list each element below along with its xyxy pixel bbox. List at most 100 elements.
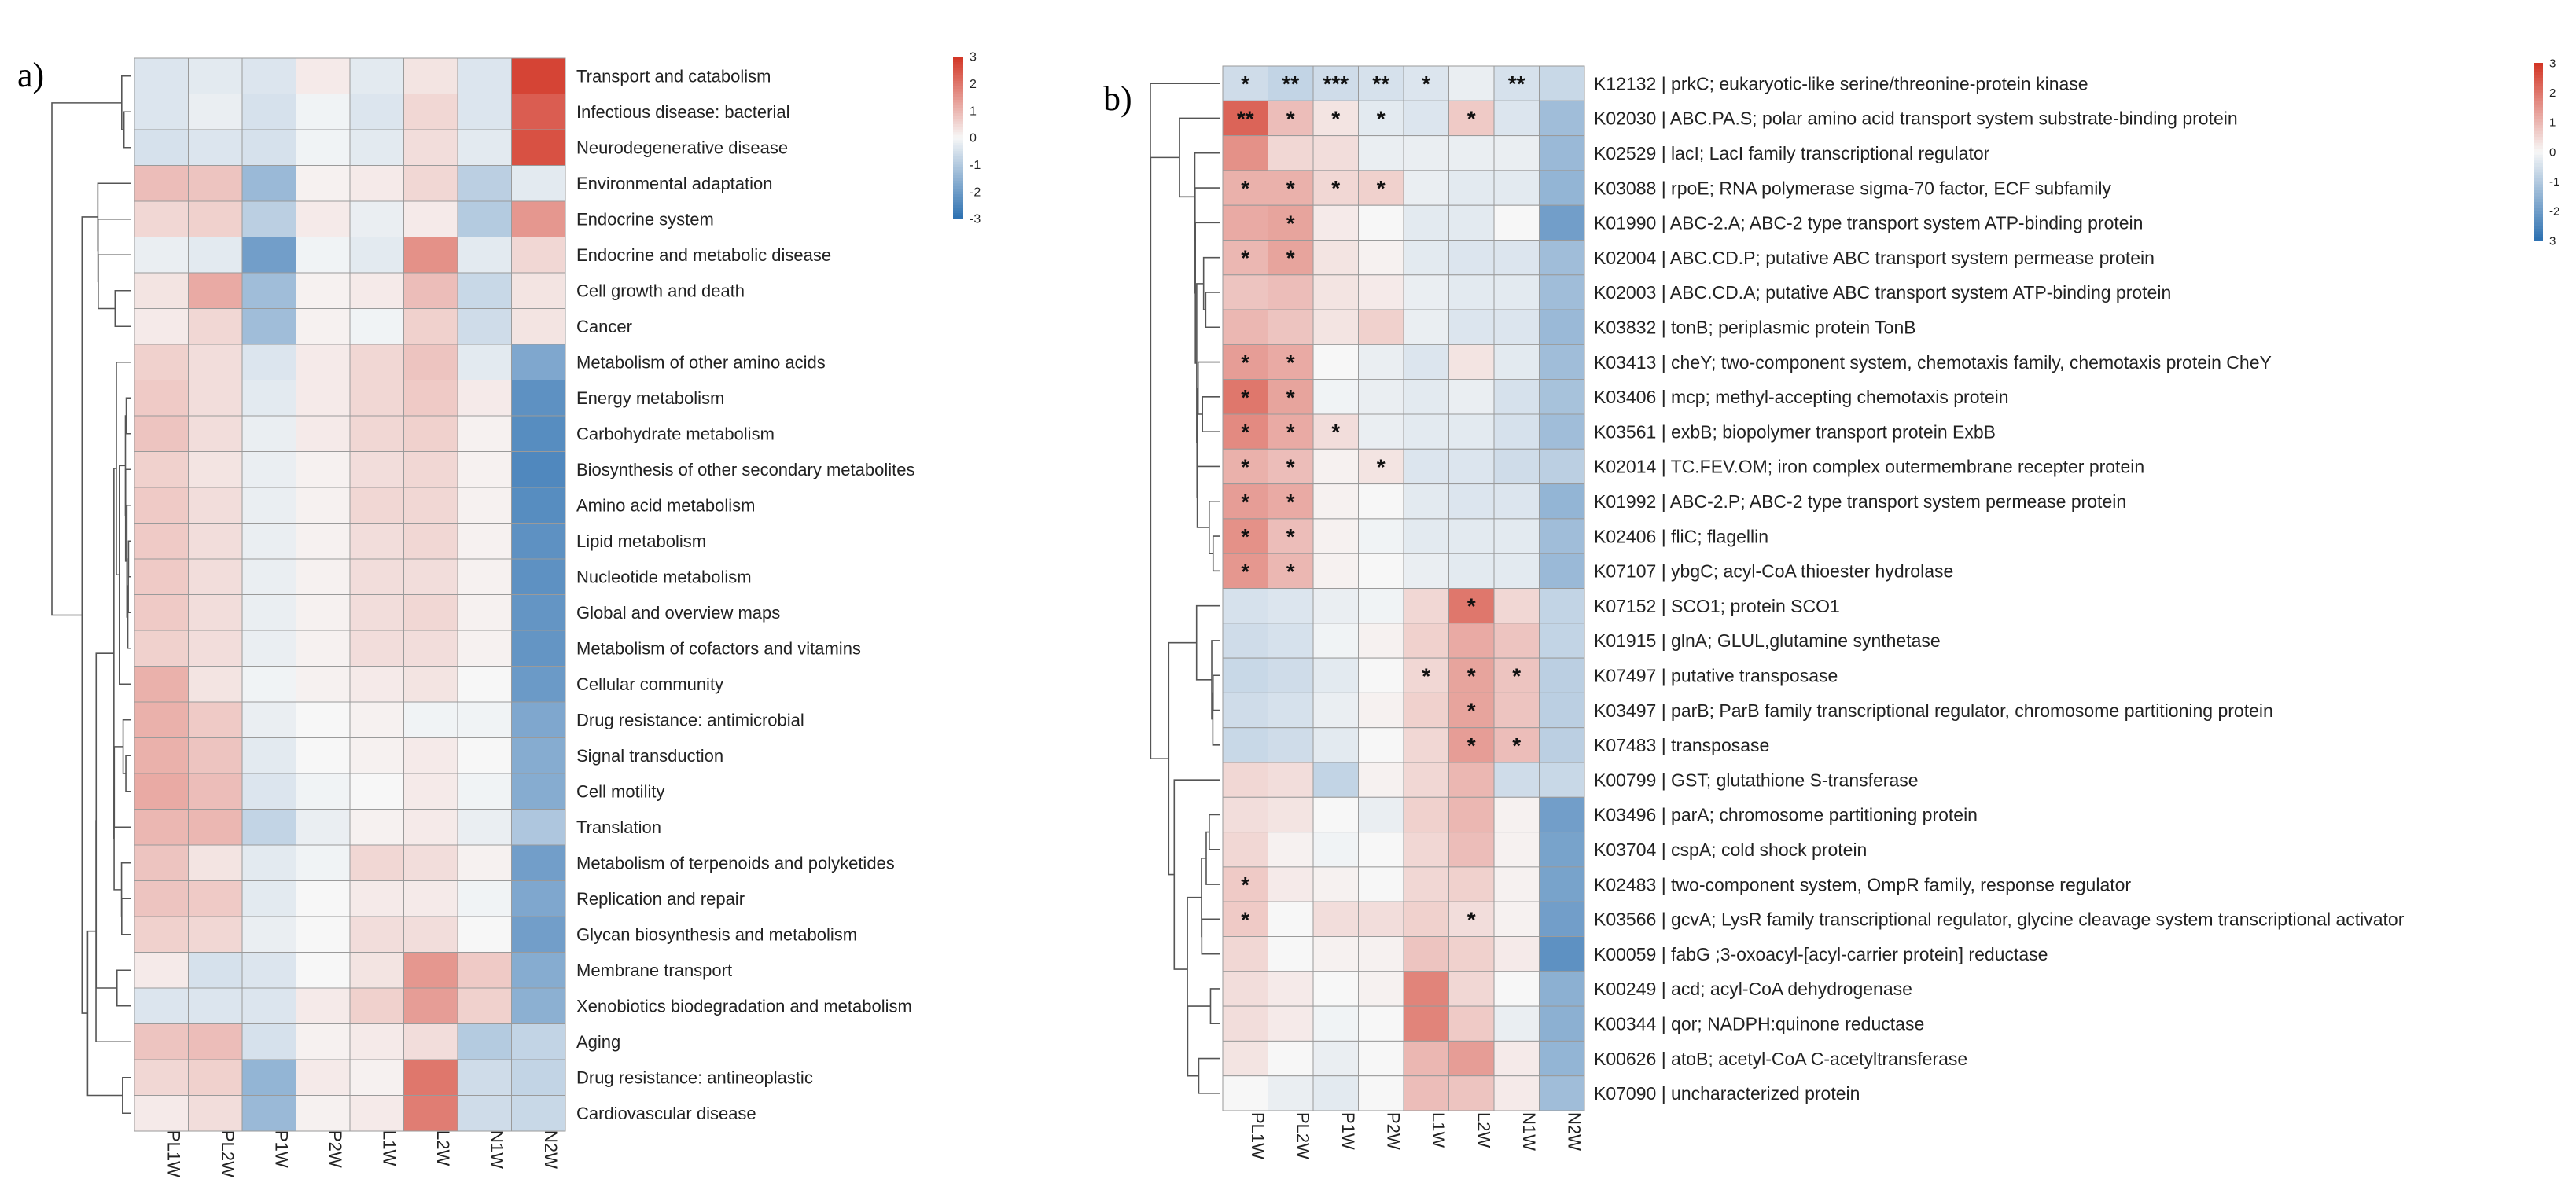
heatmap-cell xyxy=(403,451,458,488)
row-label: Replication and repair xyxy=(576,889,745,909)
heatmap-cell xyxy=(241,344,296,380)
heatmap-cell xyxy=(403,594,458,631)
heatmap-cell xyxy=(1358,762,1404,798)
heatmap-cell xyxy=(511,1095,566,1132)
row-label: K02014 | TC.FEV.OM; iron complex outerme… xyxy=(1594,457,2144,477)
heatmap-cell xyxy=(403,487,458,524)
colorbar-segment xyxy=(2534,92,2543,97)
colorbar-segment xyxy=(2534,113,2543,117)
significance-mark: * xyxy=(1377,454,1386,479)
heatmap-cell xyxy=(457,809,512,846)
heatmap-cell xyxy=(1358,483,1404,520)
colorbar-segment xyxy=(953,72,963,76)
heatmap-cell xyxy=(1358,170,1404,206)
heatmap-cell xyxy=(511,1023,566,1060)
heatmap-cell xyxy=(403,952,458,989)
heatmap-cell xyxy=(1448,971,1495,1007)
row-label: K03406 | mcp; methyl-accepting chemotaxi… xyxy=(1594,387,2009,407)
heatmap-cell xyxy=(457,57,512,94)
heatmap-cell xyxy=(511,701,566,738)
heatmap-cell xyxy=(403,737,458,774)
heatmap-cell xyxy=(349,165,404,202)
heatmap-cell xyxy=(403,380,458,417)
colorbar-segment xyxy=(2534,104,2543,108)
dendrogram-branch xyxy=(123,111,131,149)
row-label: K07497 | putative transposase xyxy=(1594,666,1838,686)
heatmap-cell xyxy=(296,129,351,166)
heatmap-cell xyxy=(1358,1005,1404,1042)
heatmap-cell xyxy=(1539,135,1585,171)
heatmap-cell xyxy=(1268,657,1314,693)
row-label: Membrane transport xyxy=(576,961,732,980)
heatmap-cell xyxy=(241,773,296,810)
heatmap-cell xyxy=(511,630,566,667)
heatmap-cell xyxy=(349,1095,404,1132)
heatmap-cell xyxy=(1312,1040,1359,1077)
heatmap-cell xyxy=(1493,309,1540,345)
heatmap-cell xyxy=(1268,762,1314,798)
dendrogram-branch xyxy=(97,182,131,252)
row-label: Metabolism of cofactors and vitamins xyxy=(576,639,861,659)
heatmap-cell xyxy=(1358,240,1404,276)
colorbar-segment xyxy=(2534,214,2543,218)
significance-mark: * xyxy=(1467,733,1476,758)
dendrogram-branch xyxy=(124,415,127,516)
colorbar-tick-label: 2 xyxy=(970,78,977,91)
colorbar-segment xyxy=(2534,149,2543,152)
dendrogram-branch xyxy=(1202,396,1220,432)
heatmap-cell xyxy=(134,594,189,631)
heatmap-cell xyxy=(403,1023,458,1060)
heatmap-cell xyxy=(134,57,189,94)
heatmap-cell xyxy=(241,200,296,237)
heatmap-cell xyxy=(511,380,566,417)
panel-label: a) xyxy=(17,56,44,94)
significance-mark: * xyxy=(1467,106,1476,130)
heatmap-cell xyxy=(403,129,458,166)
row-label: K03413 | cheY; two-component system, che… xyxy=(1594,352,2272,373)
heatmap-cell xyxy=(1448,274,1495,310)
row-label: K01990 | ABC-2.A; ABC-2 type transport s… xyxy=(1594,213,2143,233)
colorbar-segment xyxy=(953,57,963,61)
colorbar-segment xyxy=(2534,199,2543,203)
heatmap-cell xyxy=(188,451,243,488)
heatmap-cell xyxy=(1539,866,1585,902)
heatmap-cell xyxy=(403,809,458,846)
heatmap-cell xyxy=(403,237,458,274)
heatmap-cell xyxy=(1312,274,1359,310)
heatmap-cell xyxy=(457,737,512,774)
heatmap-cell xyxy=(1539,971,1585,1007)
heatmap-cell xyxy=(296,630,351,667)
colorbar-tick-label: 0 xyxy=(2549,145,2556,159)
significance-mark: * xyxy=(1286,454,1295,479)
heatmap-cell xyxy=(349,344,404,380)
heatmap-cell xyxy=(403,558,458,595)
significance-mark: * xyxy=(1467,699,1476,723)
colorbar-segment xyxy=(2534,163,2543,167)
row-label: K03561 | exbB; biopolymer transport prot… xyxy=(1594,421,1996,442)
colorbar-segment xyxy=(953,180,963,184)
colorbar-segment xyxy=(953,97,963,101)
heatmap-cell xyxy=(1312,936,1359,972)
heatmap-cell xyxy=(241,94,296,130)
heatmap-cell xyxy=(349,558,404,595)
colorbar-segment xyxy=(2534,169,2543,173)
heatmap-cell xyxy=(1222,588,1268,624)
heatmap-cell xyxy=(1539,1040,1585,1077)
row-label: Xenobiotics biodegradation and metabolis… xyxy=(576,997,912,1016)
colorbar-tick-label: 3 xyxy=(2549,234,2556,248)
heatmap-cell xyxy=(349,594,404,631)
heatmap-cell xyxy=(403,701,458,738)
heatmap-cell xyxy=(188,129,243,166)
heatmap-cell xyxy=(188,594,243,631)
heatmap-cell xyxy=(511,666,566,703)
heatmap-cell xyxy=(188,701,243,738)
colorbar-segment xyxy=(953,213,963,217)
heatmap-cell xyxy=(457,344,512,380)
heatmap-cell xyxy=(349,237,404,274)
colorbar-segment xyxy=(953,210,963,214)
row-label: K03496 | parA; chromosome partitioning p… xyxy=(1594,805,1978,825)
heatmap-cell xyxy=(349,701,404,738)
heatmap-cell xyxy=(241,1095,296,1132)
heatmap-cell xyxy=(1268,413,1314,450)
colorbar-segment xyxy=(2534,72,2543,75)
